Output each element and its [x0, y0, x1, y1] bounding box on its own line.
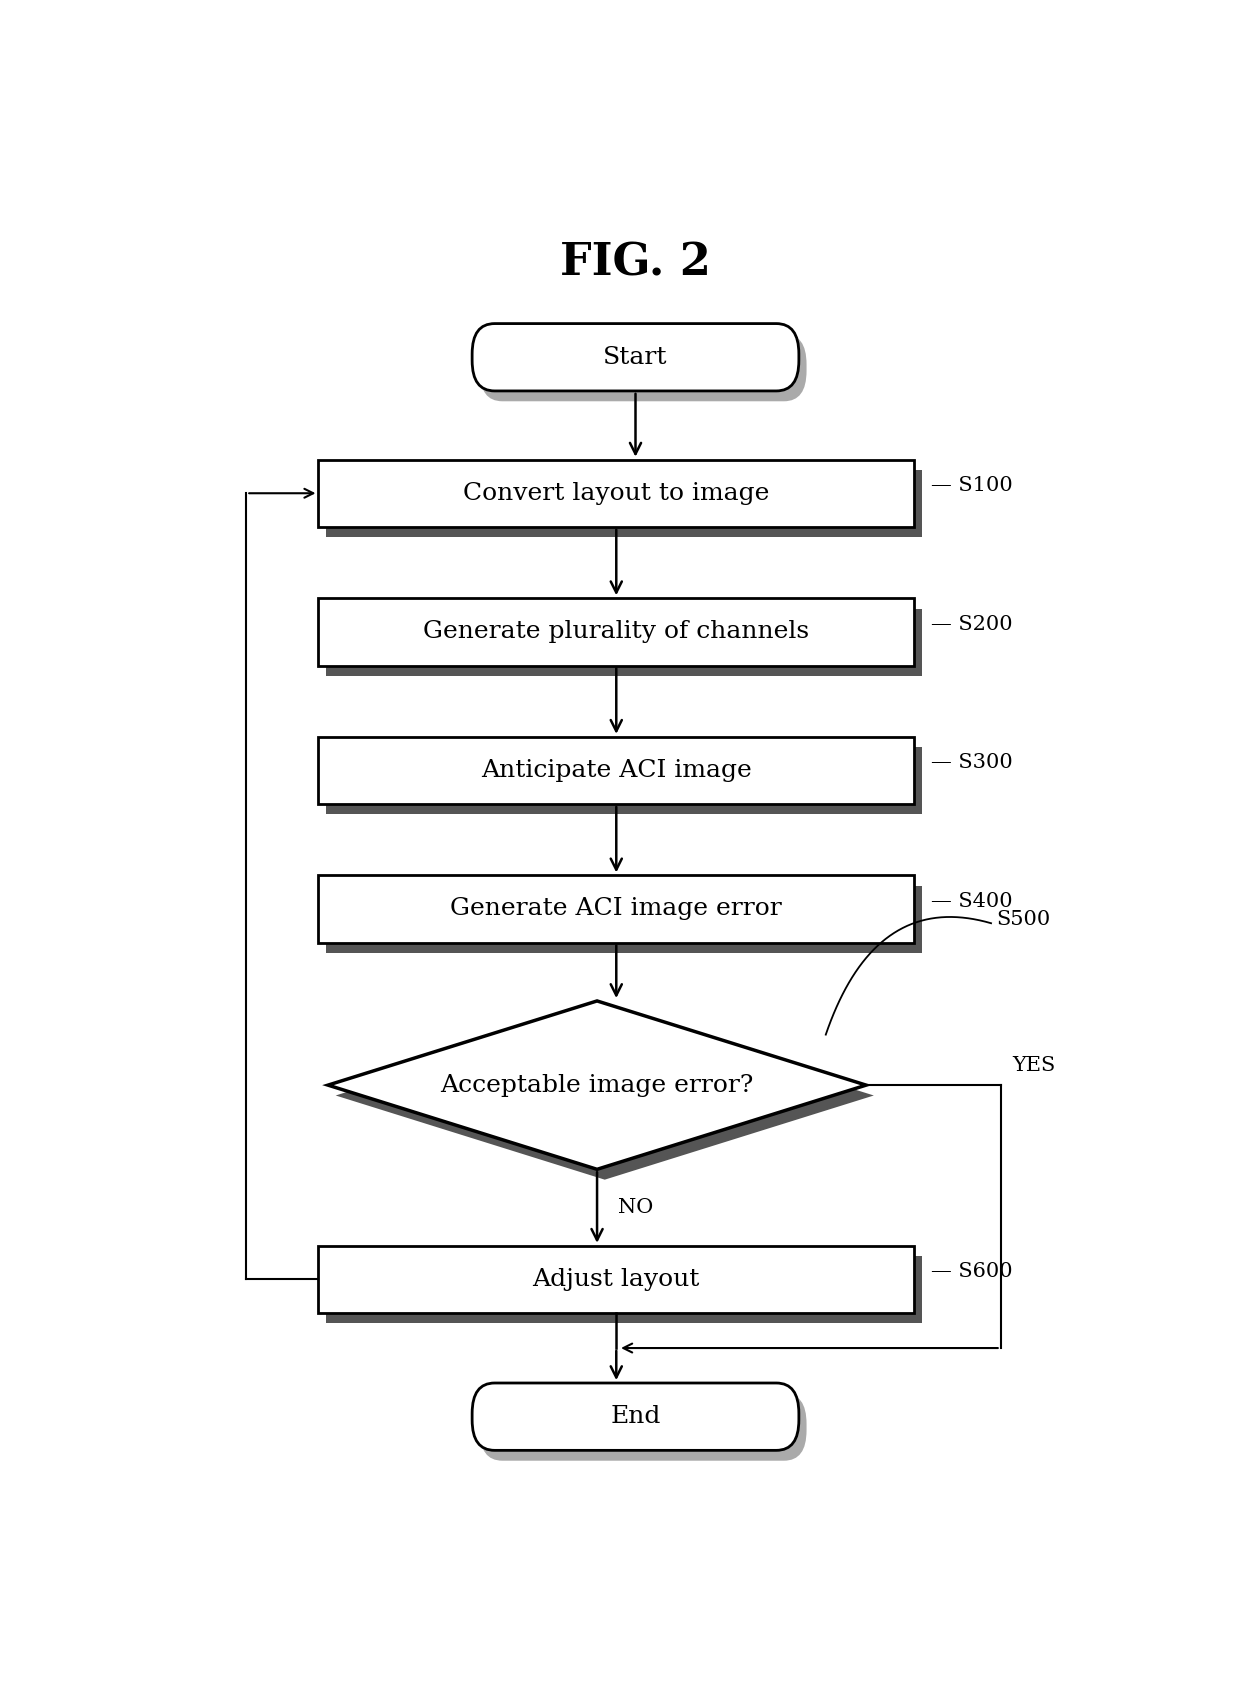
Polygon shape [336, 1011, 874, 1179]
Text: YES: YES [1012, 1056, 1055, 1075]
Bar [326, 609, 921, 676]
Bar [326, 886, 921, 954]
Text: End: End [610, 1404, 661, 1428]
Bar [319, 875, 914, 942]
Bar [319, 599, 914, 666]
Bar [326, 747, 921, 814]
Polygon shape [327, 1001, 866, 1169]
Text: — S400: — S400 [931, 891, 1013, 910]
Text: Adjust layout: Adjust layout [533, 1268, 699, 1290]
Text: — S100: — S100 [931, 476, 1013, 495]
Text: Anticipate ACI image: Anticipate ACI image [481, 759, 751, 782]
Text: S500: S500 [996, 910, 1050, 928]
Bar [319, 459, 914, 526]
Text: Start: Start [603, 346, 668, 368]
Text: Convert layout to image: Convert layout to image [463, 481, 770, 505]
Text: FIG. 2: FIG. 2 [560, 241, 711, 284]
Bar [326, 469, 921, 537]
Bar [326, 1256, 921, 1324]
FancyBboxPatch shape [480, 335, 806, 402]
Text: Generate ACI image error: Generate ACI image error [450, 898, 782, 920]
Bar [319, 1246, 914, 1314]
FancyBboxPatch shape [472, 323, 799, 390]
Bar [319, 737, 914, 804]
Text: Generate plurality of channels: Generate plurality of channels [423, 621, 810, 643]
Text: — S300: — S300 [931, 754, 1013, 772]
Text: — S200: — S200 [931, 614, 1013, 634]
FancyBboxPatch shape [472, 1383, 799, 1450]
Text: NO: NO [619, 1198, 653, 1218]
Text: — S600: — S600 [931, 1262, 1013, 1282]
Text: Acceptable image error?: Acceptable image error? [440, 1073, 754, 1097]
FancyBboxPatch shape [480, 1393, 806, 1460]
